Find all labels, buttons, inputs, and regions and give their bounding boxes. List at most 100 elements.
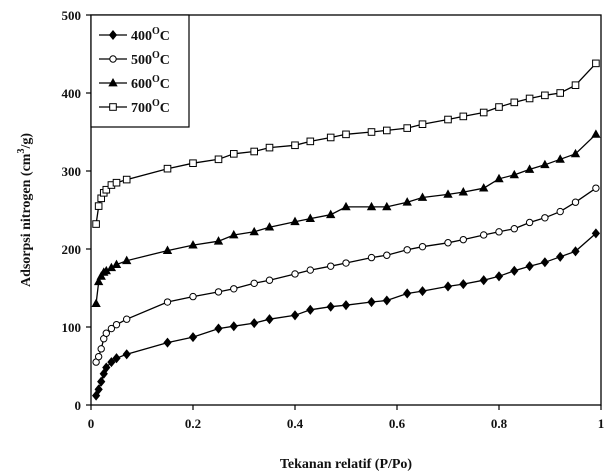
y-tick-label: 500 xyxy=(62,8,82,23)
series-700 xyxy=(92,59,600,228)
data-point-700 xyxy=(367,128,376,136)
data-point-400 xyxy=(341,300,351,311)
data-point-700 xyxy=(403,124,411,132)
legend-marker xyxy=(109,103,117,111)
data-point-600 xyxy=(122,255,132,265)
data-point-500 xyxy=(541,214,549,222)
data-point-500 xyxy=(291,270,299,278)
data-point-700 xyxy=(250,147,258,156)
data-point-500 xyxy=(230,285,238,293)
data-point-700 xyxy=(230,150,238,158)
y-axis-title-tail: /g) xyxy=(19,133,34,150)
data-point-600 xyxy=(366,201,377,211)
data-point-400 xyxy=(188,332,198,343)
data-point-400 xyxy=(525,261,534,272)
data-point-400 xyxy=(367,297,376,308)
data-point-700 xyxy=(418,120,427,129)
data-point-400 xyxy=(163,337,172,348)
data-point-600 xyxy=(494,173,504,183)
data-point-400 xyxy=(443,281,453,292)
y-tick-label: 300 xyxy=(62,164,82,179)
data-point-400 xyxy=(306,304,315,315)
data-point-400 xyxy=(250,318,259,329)
data-point-500 xyxy=(189,292,197,301)
data-point-400 xyxy=(571,246,580,257)
data-point-500 xyxy=(327,262,335,270)
data-point-600 xyxy=(382,201,392,211)
data-point-700 xyxy=(510,98,519,107)
legend-label-unit: C xyxy=(160,77,170,92)
legend-entry-400: 400OC xyxy=(99,26,170,44)
data-point-600 xyxy=(591,129,601,138)
data-point-500 xyxy=(495,228,503,236)
x-tick-label: 0.2 xyxy=(185,416,201,431)
data-point-600 xyxy=(570,148,581,158)
legend-label-degree: O xyxy=(152,26,160,37)
data-point-400 xyxy=(97,376,106,387)
data-point-700 xyxy=(326,133,335,142)
legend-label-degree: O xyxy=(152,98,160,109)
data-point-600 xyxy=(111,259,122,269)
data-point-600 xyxy=(249,226,259,236)
data-point-700 xyxy=(163,164,172,173)
data-point-500 xyxy=(123,315,131,323)
data-point-400 xyxy=(122,349,131,360)
data-point-500 xyxy=(510,225,518,233)
data-point-700 xyxy=(265,143,274,152)
data-point-400 xyxy=(290,310,300,321)
data-point-500 xyxy=(107,324,116,333)
data-point-600 xyxy=(290,216,300,226)
y-tick-label: 200 xyxy=(62,242,82,257)
data-point-500 xyxy=(112,320,121,329)
data-point-500 xyxy=(525,218,534,227)
data-point-400 xyxy=(479,275,488,286)
legend-label-unit: C xyxy=(160,29,170,44)
data-point-500 xyxy=(94,352,103,361)
data-point-600 xyxy=(540,159,550,169)
data-point-500 xyxy=(383,251,391,259)
y-axis-title-superscript: 3 xyxy=(16,149,27,154)
legend-box xyxy=(90,14,190,128)
data-point-600 xyxy=(229,229,239,239)
data-point-500 xyxy=(250,279,258,288)
data-point-700 xyxy=(459,112,468,121)
data-point-400 xyxy=(326,301,335,312)
legend-marker xyxy=(109,55,117,63)
data-point-600 xyxy=(402,197,412,206)
data-point-700 xyxy=(479,108,488,117)
data-point-600 xyxy=(524,164,535,173)
data-point-600 xyxy=(479,183,489,192)
data-point-700 xyxy=(112,178,121,187)
data-point-600 xyxy=(188,240,198,249)
legend-label: 700OC xyxy=(131,98,170,116)
legend-marker xyxy=(108,29,118,41)
data-point-500 xyxy=(459,235,467,244)
data-point-600 xyxy=(326,209,336,219)
data-point-500 xyxy=(480,231,488,239)
y-axis-title-main: Adsorpsi nitrogen (cm xyxy=(19,153,34,287)
data-point-600 xyxy=(93,276,104,286)
legend-label: 400OC xyxy=(131,26,170,44)
data-point-500 xyxy=(214,288,223,296)
legend-label-value: 400 xyxy=(131,29,152,44)
data-point-400 xyxy=(459,279,468,290)
legend-label-degree: O xyxy=(152,74,160,85)
legend-label: 600OC xyxy=(131,74,170,92)
data-point-400 xyxy=(214,323,223,334)
data-point-600 xyxy=(213,236,224,245)
data-point-700 xyxy=(306,137,315,146)
data-point-500 xyxy=(444,239,452,247)
data-point-500 xyxy=(556,207,564,216)
legend-label-unit: C xyxy=(160,101,170,116)
data-point-600 xyxy=(91,298,101,308)
data-point-400 xyxy=(107,357,116,368)
series-600 xyxy=(91,129,601,308)
data-point-400 xyxy=(556,251,565,262)
data-point-500 xyxy=(571,198,580,206)
data-point-700 xyxy=(571,81,580,90)
data-point-700 xyxy=(214,155,223,164)
x-axis-title: Tekanan relatif (P/Po) xyxy=(280,457,413,472)
legend-marker xyxy=(108,77,118,87)
